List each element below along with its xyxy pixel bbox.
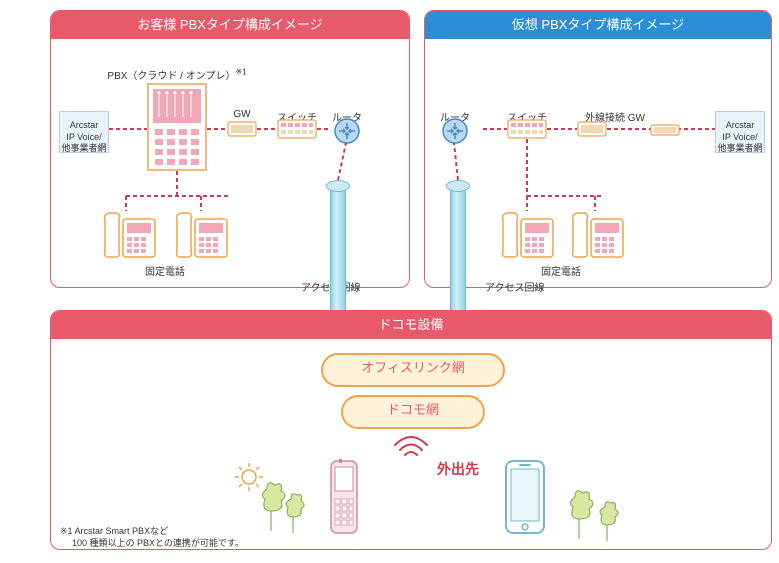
pipe-to-router — [0, 0, 779, 300]
pill-office: オフィスリンク網 — [321, 353, 505, 387]
diagram-root: お客様 PBXタイプ構成イメージ Arcstar IP Voice/ 他事業者網… — [0, 0, 779, 563]
pill-docomo: ドコモ網 — [341, 395, 485, 429]
footnote-2: 100 種類以上の PBXとの連携が可能です。 — [72, 536, 244, 549]
scenery-left — [231, 461, 311, 541]
wifi-icon — [391, 431, 431, 457]
feature-phone-icon — [327, 459, 361, 537]
scenery-right — [561, 479, 631, 543]
bottom-panel: ドコモ設備 オフィスリンク網 ドコモ網 外出先 — [50, 310, 772, 550]
out-label: 外出先 — [437, 459, 479, 479]
smartphone-icon — [503, 459, 547, 537]
bottom-panel-title: ドコモ設備 — [51, 311, 771, 339]
